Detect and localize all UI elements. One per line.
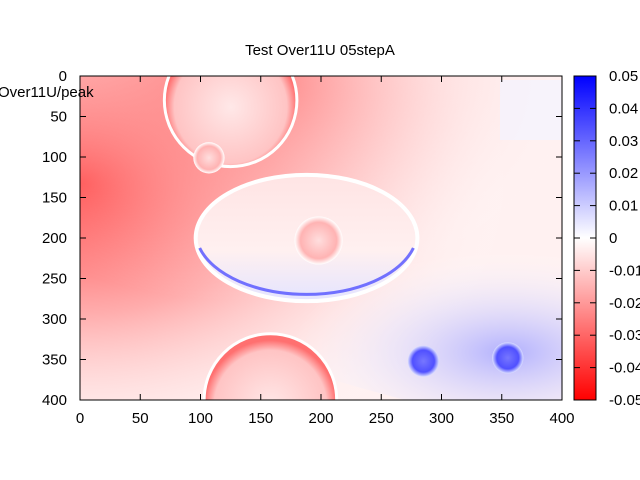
y-tick-label: 0 [59,68,67,85]
y-tick-label: 250 [42,271,67,288]
feature-ellipse-rim [198,247,415,296]
colorbar-tick-label: 0.02 [609,165,638,182]
colorbar-tick-label: -0.01 [609,262,640,279]
x-tick-label: 50 [132,410,149,427]
x-tick-label: 0 [76,410,84,427]
chart-title: Test Over11U 05stepA [245,42,395,59]
feature-circle-2 [162,76,299,169]
x-tick-label: 250 [369,410,394,427]
axes: 0 50 100 150 200 250 300 350 400 0 50 100 150 200 250 3… [42,68,575,427]
y-tick-label: 350 [42,352,67,369]
y-tick-label: 50 [50,109,67,126]
y-tick-label: 200 [42,230,67,247]
colorbar-tick-label: 0.01 [609,198,638,215]
feature-circle-7 [492,342,524,374]
colorbar-tick-label: -0.02 [609,295,640,312]
x-tick-label: 350 [489,410,514,427]
colorbar-tick-label: 0.03 [609,133,638,150]
colorbar-tick-label: -0.03 [609,327,640,344]
feature-circle-3 [202,332,339,400]
feature-circle-6 [407,345,440,377]
x-tick-label: 400 [549,410,574,427]
colorbar-tick-label: 0 [609,230,617,247]
y-tick-label: 300 [42,311,67,328]
colorbar-ticks: 0.05 0.04 0.03 0.02 0.01 0 -0.01 -0.02 -0.03 -0.0… [574,68,640,409]
colorbar-tick-label: 0.05 [609,68,638,85]
colorbar-tick-label: -0.05 [609,392,640,409]
x-tick-label: 150 [248,410,273,427]
feature-circle-4 [193,142,225,174]
y-tick-label: 150 [42,190,67,207]
y-tick-label: 100 [42,149,67,166]
x-tick-label: 200 [308,410,333,427]
heatmap-area [80,76,562,400]
x-tick-label: 300 [429,410,454,427]
y-axis-label: Over11U/peak [0,84,94,101]
heatmap-blue-corner [500,80,562,140]
x-tick-label: 100 [188,410,213,427]
heatmap-features [162,76,524,400]
colorbar-tick-label: -0.04 [609,360,640,377]
colorbar-tick-label: 0.04 [609,100,638,117]
y-tick-label: 400 [42,392,67,409]
feature-circle-5 [294,216,343,265]
